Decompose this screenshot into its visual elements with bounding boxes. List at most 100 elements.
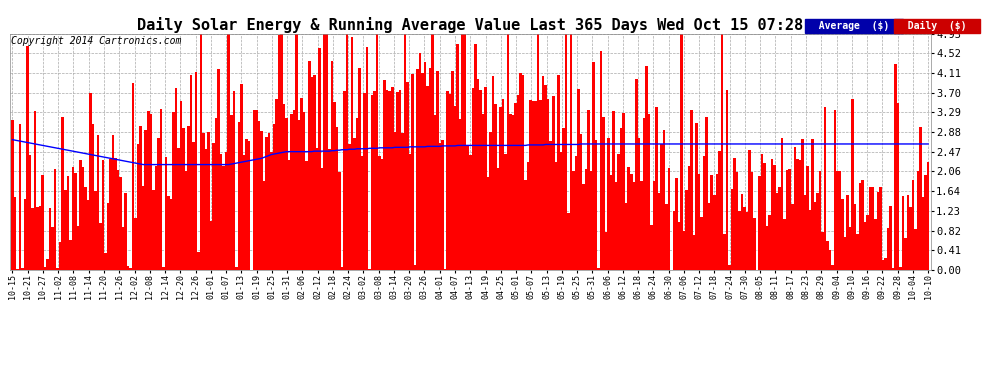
Bar — [396, 92, 399, 270]
Bar — [535, 101, 537, 270]
Bar — [871, 187, 874, 270]
Bar — [47, 259, 49, 270]
Bar — [853, 204, 856, 270]
Bar — [861, 180, 864, 270]
Bar — [331, 61, 334, 270]
Bar — [736, 172, 739, 270]
Bar — [383, 80, 386, 270]
Bar — [504, 154, 507, 270]
Bar — [350, 37, 353, 270]
Bar — [745, 211, 748, 270]
Bar — [927, 162, 930, 270]
Bar — [662, 130, 665, 270]
Bar — [502, 99, 504, 270]
Bar — [51, 227, 53, 270]
Bar — [625, 203, 628, 270]
Bar — [509, 114, 512, 270]
Bar — [806, 166, 809, 270]
Bar — [897, 103, 899, 270]
Bar — [512, 115, 514, 270]
Bar — [419, 53, 421, 270]
Bar — [125, 194, 127, 270]
Bar — [97, 135, 99, 270]
Bar — [542, 76, 545, 270]
Bar — [597, 268, 600, 270]
Bar — [260, 130, 262, 270]
Bar — [706, 117, 708, 270]
Bar — [739, 211, 741, 270]
Bar — [685, 189, 688, 270]
Bar — [154, 166, 157, 270]
Bar — [328, 150, 331, 270]
Bar — [162, 267, 164, 270]
Bar — [469, 155, 471, 270]
Bar — [819, 171, 821, 270]
Bar — [804, 195, 806, 270]
Bar — [34, 111, 37, 270]
Bar — [215, 118, 218, 270]
Bar — [874, 219, 876, 270]
Bar — [197, 252, 200, 270]
Bar — [773, 165, 776, 270]
Bar — [794, 147, 796, 270]
Bar — [876, 192, 879, 270]
Bar — [758, 176, 760, 270]
Bar — [213, 144, 215, 270]
Bar — [192, 142, 195, 270]
Bar — [145, 130, 147, 270]
Bar — [922, 197, 925, 270]
Bar — [814, 202, 816, 270]
Bar — [280, 34, 283, 270]
Bar — [235, 267, 238, 270]
Bar — [84, 187, 86, 270]
Bar — [869, 187, 871, 270]
Bar — [537, 34, 540, 270]
Bar — [778, 187, 781, 270]
Bar — [711, 175, 713, 270]
Bar — [240, 84, 243, 270]
Bar — [248, 141, 250, 270]
Text: Daily  ($): Daily ($) — [896, 21, 978, 31]
Bar — [177, 148, 180, 270]
Bar — [829, 250, 832, 270]
Bar — [461, 34, 464, 270]
Bar — [243, 155, 246, 270]
Bar — [341, 267, 344, 270]
Bar — [169, 200, 172, 270]
Bar — [172, 112, 174, 270]
Bar — [257, 121, 260, 270]
Bar — [569, 34, 572, 270]
Bar — [643, 118, 645, 270]
Bar — [278, 35, 280, 270]
Bar — [267, 133, 270, 270]
Bar — [703, 156, 706, 270]
Bar — [796, 159, 799, 270]
Bar — [904, 238, 907, 270]
Bar — [675, 178, 678, 270]
Bar — [152, 190, 154, 270]
Bar — [799, 160, 801, 270]
Bar — [311, 77, 313, 270]
Bar — [344, 91, 346, 270]
Bar — [313, 75, 316, 270]
Bar — [127, 266, 130, 270]
Bar — [522, 75, 525, 270]
Bar — [159, 109, 162, 270]
Bar — [414, 266, 416, 270]
Bar — [572, 171, 574, 270]
Bar — [879, 187, 881, 270]
Bar — [429, 68, 432, 270]
Bar — [700, 217, 703, 270]
Bar — [252, 110, 255, 270]
Bar — [114, 158, 117, 270]
Bar — [393, 132, 396, 270]
Bar — [846, 195, 848, 270]
Bar — [613, 111, 615, 270]
Bar — [592, 62, 595, 270]
Bar — [439, 143, 442, 270]
Bar — [760, 154, 763, 270]
Bar — [610, 175, 613, 270]
Bar — [27, 46, 29, 270]
Bar — [464, 34, 466, 270]
Bar — [336, 128, 339, 270]
